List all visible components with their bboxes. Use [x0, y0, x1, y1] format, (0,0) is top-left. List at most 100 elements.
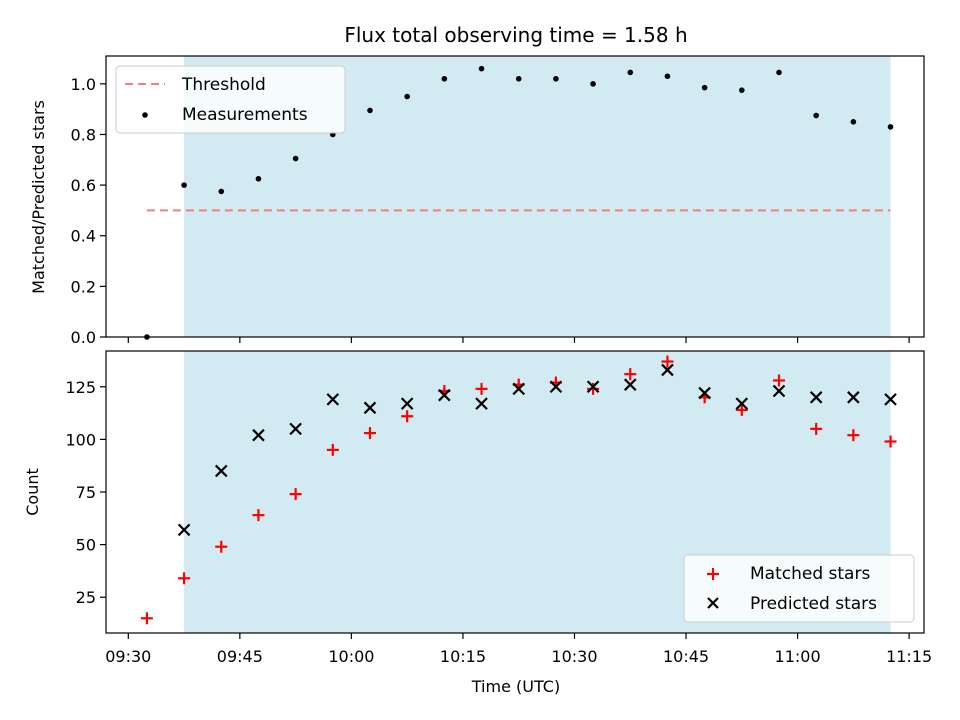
- predicted-star-marker: [326, 393, 340, 406]
- top-y-tick-label: 0.0: [71, 328, 96, 347]
- predicted-star-marker: [363, 401, 377, 415]
- legend-matched-swatch: [707, 568, 719, 580]
- measurement-point: [255, 175, 262, 182]
- bottom-legend-box: [683, 554, 915, 623]
- legend-matched-label: Matched stars: [750, 564, 870, 584]
- measurement-point: [367, 107, 373, 114]
- predicted-star-marker-b: [847, 391, 860, 404]
- predicted-star-marker-b: [735, 397, 749, 410]
- predicted-star-marker: [475, 397, 488, 410]
- top-plot-frame: [105, 55, 925, 338]
- matched-star-marker: [475, 382, 488, 395]
- measurement-point: [850, 119, 857, 125]
- predicted-star-marker-b: [400, 397, 414, 410]
- measurement-point: [701, 84, 708, 91]
- bottom-x-tick-label: 10:00: [328, 647, 374, 666]
- predicted-star-marker-b: [512, 382, 525, 396]
- matched-star-marker: [884, 435, 897, 448]
- measurement-point: [441, 75, 448, 82]
- predicted-star-marker-b: [661, 363, 674, 377]
- predicted-star-marker-b: [214, 464, 228, 478]
- bottom-x-tick-label: 09:45: [217, 647, 263, 666]
- legend-measurements-swatch: [142, 112, 148, 118]
- measurement-point: [292, 155, 299, 162]
- bottom-y-tick-label: 125: [65, 378, 96, 397]
- legend-predicted-swatch: [707, 597, 719, 609]
- predicted-star-marker: [884, 393, 897, 406]
- bottom-x-ticks: 09:30 09:45 10:00 10:15 10:30 10:45 11:00 11:15: [105, 633, 932, 666]
- measurement-point: [664, 73, 671, 80]
- bottom-y-tick-label: 100: [65, 430, 96, 449]
- matched-star-marker: [178, 572, 191, 585]
- predicted-star-marker-b: [363, 401, 377, 415]
- measurement-point: [739, 87, 745, 93]
- predicted-star-marker-b: [252, 428, 265, 442]
- matched-star-marker: [289, 488, 302, 501]
- top-y-tick-label: 0.6: [71, 176, 96, 195]
- bottom-x-tick-label: 11:15: [886, 647, 932, 666]
- bottom-legend: Matched stars Predicted stars: [683, 554, 915, 623]
- predicted-star-marker: [698, 386, 711, 400]
- predicted-star-marker: [623, 378, 637, 391]
- predicted-star-marker: [809, 391, 823, 404]
- predicted-star-marker: [847, 391, 860, 404]
- predicted-star-marker-b: [438, 388, 451, 402]
- matched-star-marker: [735, 403, 748, 416]
- predicted-star-marker: [549, 380, 563, 394]
- predicted-star-marker-b: [475, 397, 488, 410]
- top-legend: Threshold Measurements: [115, 65, 346, 134]
- bottom-y-tick-label: 50: [76, 536, 96, 555]
- predicted-star-marker: [661, 363, 674, 377]
- measurement-point: [478, 65, 485, 72]
- top-y-axis-label: Matched/Predicted stars: [29, 100, 48, 294]
- predicted-star-marker: [177, 523, 191, 537]
- predicted-star-marker-b: [326, 393, 340, 406]
- matched-star-marker: [140, 612, 153, 625]
- predicted-star-marker-b: [623, 378, 637, 391]
- matched-stars-points: [140, 355, 897, 625]
- measurement-point: [515, 75, 522, 82]
- matched-star-marker: [847, 429, 860, 442]
- top-y-ticks: 0.0 0.2 0.4 0.6 0.8 1.0: [71, 75, 106, 347]
- predicted-star-marker: [438, 388, 451, 402]
- predicted-star-marker: [214, 464, 228, 478]
- predicted-star-marker-b: [177, 523, 191, 537]
- measurement-point: [553, 75, 559, 82]
- legend-measurements-label: Measurements: [182, 105, 308, 125]
- predicted-star-marker: [400, 397, 414, 410]
- measurement-point: [776, 69, 782, 76]
- predicted-star-marker-b: [289, 422, 302, 436]
- predicted-star-marker-b: [698, 386, 711, 400]
- bottom-x-tick-label: 09:30: [105, 647, 151, 666]
- measurement-points: [144, 65, 894, 340]
- predicted-star-marker-b: [772, 384, 786, 398]
- top-y-tick-label: 1.0: [71, 75, 96, 94]
- top-y-tick-label: 0.4: [71, 227, 96, 246]
- legend-predicted-label: Predicted stars: [750, 594, 877, 614]
- matched-star-marker: [401, 410, 414, 423]
- measurement-point: [218, 188, 225, 195]
- chart-title: Flux total observing time = 1.58 h: [344, 23, 687, 47]
- measurement-point: [813, 112, 819, 119]
- matched-star-marker: [252, 509, 265, 522]
- predicted-star-marker: [252, 428, 265, 442]
- measurement-point: [887, 124, 894, 130]
- matched-star-marker: [624, 368, 637, 381]
- matched-star-marker: [587, 382, 600, 395]
- measurement-point: [627, 69, 634, 76]
- bottom-y-axis-label: Count: [23, 468, 42, 516]
- bottom-plot-frame: [105, 350, 925, 634]
- measurement-point: [404, 93, 410, 100]
- predicted-star-marker-b: [586, 380, 600, 394]
- predicted-stars-points: [177, 363, 897, 537]
- matched-star-marker: [810, 422, 823, 435]
- predicted-star-marker-b: [809, 391, 823, 404]
- bottom-y-ticks: 25 50 75 100 125: [65, 378, 106, 607]
- measurement-point: [590, 81, 596, 87]
- matched-star-marker: [661, 355, 674, 368]
- bottom-panel: 25 50 75 100 125 09:30 09:45 10:00 10:15 10:30 10…: [23, 350, 932, 696]
- predicted-star-marker: [586, 380, 600, 394]
- legend-threshold-label: Threshold: [181, 75, 266, 95]
- measurement-point: [181, 182, 187, 188]
